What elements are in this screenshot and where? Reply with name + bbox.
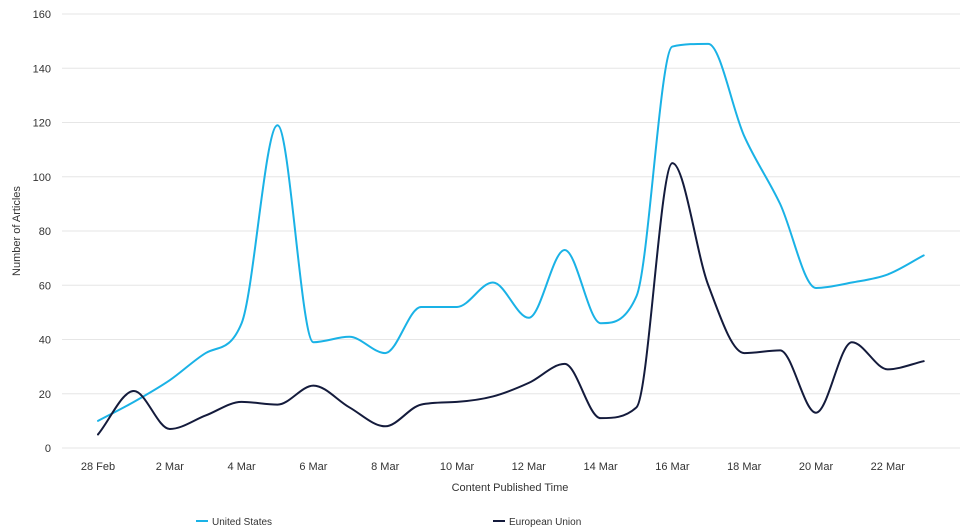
- data-point-european-union[interactable]: [846, 336, 858, 348]
- data-point-united-states[interactable]: [810, 282, 822, 294]
- y-tick-label: 100: [33, 172, 51, 184]
- x-tick-label: 8 Mar: [371, 461, 399, 473]
- data-point-united-states[interactable]: [846, 277, 858, 289]
- data-point-united-states[interactable]: [272, 119, 284, 131]
- gridlines: [62, 13, 960, 449]
- data-point-united-states[interactable]: [200, 347, 212, 359]
- data-point-united-states[interactable]: [92, 415, 104, 427]
- data-point-european-union[interactable]: [487, 390, 499, 402]
- x-tick-label: 18 Mar: [727, 461, 762, 473]
- x-tick-label: 22 Mar: [871, 461, 906, 473]
- data-point-united-states[interactable]: [487, 277, 499, 289]
- x-tick-label: 16 Mar: [655, 461, 690, 473]
- data-point-united-states[interactable]: [738, 130, 750, 142]
- data-point-european-union[interactable]: [810, 407, 822, 419]
- x-tick-label: 10 Mar: [440, 461, 475, 473]
- y-tick-label: 140: [33, 63, 51, 75]
- y-axis-ticks: 0 20 40 60 80 100 120 140 160: [33, 9, 51, 455]
- x-tick-label: 20 Mar: [799, 461, 834, 473]
- y-tick-label: 80: [39, 226, 51, 238]
- y-tick-label: 40: [39, 335, 51, 347]
- x-tick-label: 28 Feb: [81, 461, 115, 473]
- x-tick-label: 6 Mar: [299, 461, 327, 473]
- x-tick-label: 14 Mar: [583, 461, 618, 473]
- data-point-united-states[interactable]: [918, 249, 930, 261]
- data-point-european-union[interactable]: [882, 363, 894, 375]
- data-point-european-union[interactable]: [379, 420, 391, 432]
- y-tick-label: 60: [39, 280, 51, 292]
- series-line-european-union[interactable]: [97, 162, 925, 436]
- data-point-united-states[interactable]: [307, 336, 319, 348]
- y-tick-label: 20: [39, 389, 51, 401]
- data-point-united-states[interactable]: [236, 317, 248, 329]
- data-point-european-union[interactable]: [631, 401, 643, 413]
- data-point-united-states[interactable]: [559, 244, 571, 256]
- data-point-european-union[interactable]: [307, 380, 319, 392]
- data-point-united-states[interactable]: [631, 290, 643, 302]
- legend-label-european-union[interactable]: European Union: [509, 517, 581, 528]
- data-point-european-union[interactable]: [272, 399, 284, 411]
- data-point-united-states[interactable]: [702, 38, 714, 50]
- data-point-united-states[interactable]: [379, 347, 391, 359]
- data-point-united-states[interactable]: [666, 41, 678, 53]
- data-point-united-states[interactable]: [523, 312, 535, 324]
- x-axis-ticks: 28 Feb 2 Mar 4 Mar 6 Mar 8 Mar 10 Mar 12 Mar 14…: [81, 461, 905, 473]
- data-point-european-union[interactable]: [702, 279, 714, 291]
- series-lines: [92, 38, 930, 440]
- y-axis-title: Number of Articles: [11, 186, 23, 276]
- data-point-european-union[interactable]: [415, 399, 427, 411]
- data-point-european-union[interactable]: [236, 396, 248, 408]
- data-point-european-union[interactable]: [343, 401, 355, 413]
- series-line-united-states[interactable]: [97, 42, 925, 422]
- data-point-united-states[interactable]: [451, 301, 463, 313]
- legend: United States European Union: [196, 517, 581, 528]
- x-tick-label: 4 Mar: [228, 461, 256, 473]
- data-point-european-union[interactable]: [559, 358, 571, 370]
- data-point-european-union[interactable]: [92, 428, 104, 440]
- data-point-european-union[interactable]: [918, 355, 930, 367]
- data-point-united-states[interactable]: [343, 331, 355, 343]
- data-point-european-union[interactable]: [666, 157, 678, 169]
- data-point-european-union[interactable]: [738, 347, 750, 359]
- data-point-united-states[interactable]: [164, 374, 176, 386]
- y-tick-label: 160: [33, 9, 51, 21]
- data-point-united-states[interactable]: [774, 198, 786, 210]
- data-point-european-union[interactable]: [200, 409, 212, 421]
- data-point-european-union[interactable]: [774, 344, 786, 356]
- data-point-united-states[interactable]: [595, 317, 607, 329]
- x-axis-title: Content Published Time: [452, 482, 569, 494]
- data-point-european-union[interactable]: [595, 412, 607, 424]
- data-point-european-union[interactable]: [128, 385, 140, 397]
- data-point-united-states[interactable]: [882, 268, 894, 280]
- data-point-european-union[interactable]: [523, 377, 535, 389]
- data-point-united-states[interactable]: [128, 396, 140, 408]
- data-point-united-states[interactable]: [415, 301, 427, 313]
- x-tick-label: 2 Mar: [156, 461, 184, 473]
- data-point-european-union[interactable]: [451, 396, 463, 408]
- x-tick-label: 12 Mar: [512, 461, 547, 473]
- y-tick-label: 120: [33, 118, 51, 130]
- data-point-european-union[interactable]: [164, 423, 176, 435]
- y-tick-label: 0: [45, 443, 51, 455]
- legend-label-united-states[interactable]: United States: [212, 517, 272, 528]
